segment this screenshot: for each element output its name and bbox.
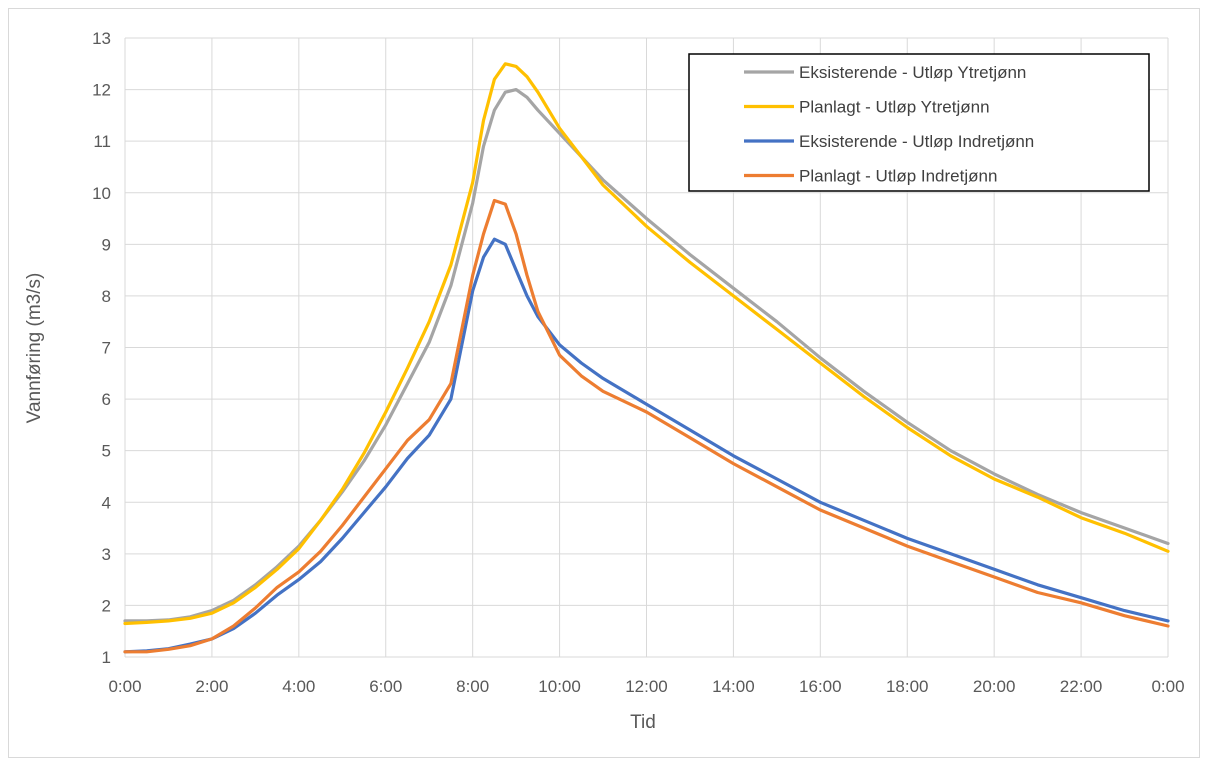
y-tick-label: 6: [102, 390, 111, 409]
x-tick-label: 16:00: [799, 677, 842, 696]
y-tick-label: 3: [102, 545, 111, 564]
x-tick-label: 2:00: [195, 677, 228, 696]
x-tick-label: 12:00: [625, 677, 668, 696]
x-tick-label: 10:00: [538, 677, 581, 696]
x-tick-label: 18:00: [886, 677, 929, 696]
series-line-1: [123, 87, 1170, 623]
y-tick-label: 2: [102, 596, 111, 615]
y-tick-label: 4: [102, 493, 111, 512]
legend-label: Eksisterende - Utløp Ytretjønn: [799, 63, 1026, 82]
x-tick-label: 0:00: [1151, 677, 1184, 696]
x-tick-label: 4:00: [282, 677, 315, 696]
y-tick-label: 5: [102, 442, 111, 461]
x-axis-ticks: 0:00 2:00 4:00 6:00 8:00 10:00 12:00 14:00 16:00…: [108, 677, 1184, 696]
x-tick-label: 22:00: [1060, 677, 1103, 696]
legend: Eksisterende - Utløp Ytretjønn Planlagt -…: [688, 53, 1150, 192]
y-tick-label: 11: [93, 132, 111, 151]
y-axis-title: Vannføring (m3/s): [24, 273, 45, 424]
series-line-4: [123, 198, 1170, 654]
x-axis-title: Tid: [630, 712, 656, 733]
legend-label: Planlagt - Utløp Ytretjønn: [799, 98, 990, 117]
y-tick-label: 10: [92, 184, 111, 203]
x-tick-label: 6:00: [369, 677, 402, 696]
legend-box: [688, 53, 1150, 192]
y-tick-label: 8: [102, 287, 111, 306]
y-tick-label: 12: [92, 81, 111, 100]
y-tick-label: 13: [92, 29, 111, 48]
x-tick-label: 14:00: [712, 677, 755, 696]
series-line-3: [123, 237, 1170, 654]
series-line-2: [123, 62, 1170, 626]
y-tick-label: 1: [102, 648, 111, 667]
legend-label: Eksisterende - Utløp Indretjønn: [799, 132, 1034, 151]
series-lines: [123, 62, 1170, 654]
y-tick-label: 9: [102, 235, 111, 254]
x-tick-label: 8:00: [456, 677, 489, 696]
y-tick-label: 7: [102, 339, 111, 358]
legend-label: Planlagt - Utløp Indretjønn: [799, 167, 997, 186]
x-tick-label: 20:00: [973, 677, 1016, 696]
x-tick-label: 0:00: [108, 677, 141, 696]
